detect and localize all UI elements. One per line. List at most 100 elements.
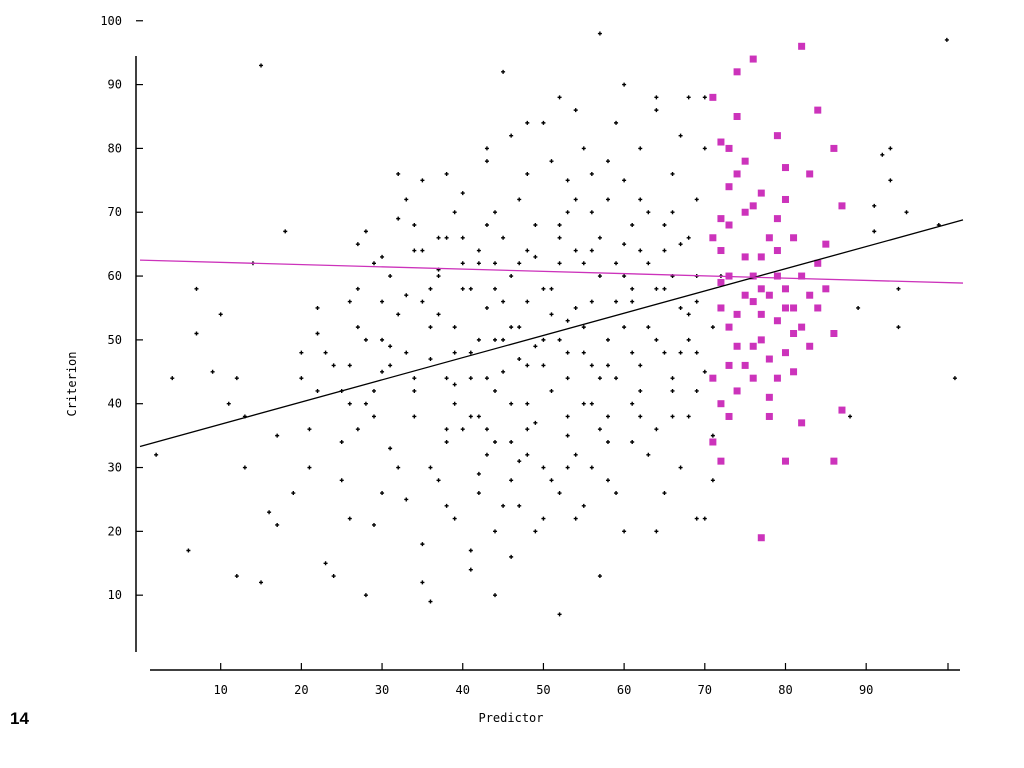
data-point [597, 235, 602, 240]
data-point [710, 433, 715, 438]
selected-data-point [749, 374, 757, 382]
data-point [589, 171, 594, 176]
selected-data-point [781, 164, 789, 172]
selected-data-point [749, 55, 757, 63]
data-point [460, 427, 465, 432]
data-point [662, 491, 667, 496]
data-point [533, 529, 538, 534]
data-point [525, 427, 530, 432]
data-point [493, 210, 498, 215]
selected-data-point [822, 285, 830, 293]
data-point [662, 286, 667, 291]
data-point [533, 223, 538, 227]
data-point [299, 350, 304, 355]
selected-data-point [749, 342, 757, 350]
selected-data-point [709, 93, 717, 101]
data-point [589, 299, 594, 304]
data-point [501, 337, 506, 342]
selected-data-point [709, 374, 717, 382]
data-point [509, 274, 514, 279]
data-point [436, 312, 441, 317]
data-point [557, 261, 562, 266]
data-point [694, 299, 699, 304]
data-point [420, 248, 425, 253]
selected-data-point [757, 285, 765, 293]
data-point [339, 478, 344, 483]
data-point [484, 159, 489, 164]
selected-data-point [733, 170, 741, 178]
selected-data-point [773, 374, 781, 382]
data-point [565, 465, 570, 470]
data-point [605, 440, 610, 444]
selected-data-point [798, 419, 806, 427]
data-point [686, 312, 691, 317]
data-point [581, 503, 586, 508]
data-point [581, 146, 586, 151]
data-point [589, 363, 594, 368]
data-point [622, 242, 627, 247]
data-point [380, 337, 385, 342]
data-point [654, 427, 659, 432]
data-point [541, 363, 546, 368]
data-point [662, 350, 667, 355]
data-point [630, 440, 635, 444]
data-point [872, 229, 877, 234]
selected-data-point [814, 259, 822, 267]
data-point [444, 440, 449, 444]
selected-data-point [717, 215, 725, 223]
x-axis-title: Predictor [478, 711, 543, 725]
data-point [880, 152, 885, 157]
data-point [565, 318, 570, 323]
data-point [573, 516, 578, 521]
data-point [654, 108, 659, 113]
data-point [388, 363, 393, 368]
selected-data-point [765, 234, 773, 242]
data-point [646, 210, 651, 215]
data-point [541, 516, 546, 521]
data-point [460, 286, 465, 291]
data-point [646, 452, 651, 457]
data-point [420, 580, 425, 585]
data-point [565, 210, 570, 215]
selected-data-point [741, 361, 749, 369]
data-point [484, 223, 489, 227]
data-point [380, 299, 385, 304]
data-point [444, 171, 449, 176]
data-point [493, 388, 498, 393]
x-tick-label: 50 [536, 683, 550, 697]
data-point [525, 363, 530, 368]
data-point [573, 305, 578, 310]
data-point [654, 95, 659, 100]
data-point [428, 286, 433, 291]
selected-data-point [830, 330, 838, 337]
data-point [291, 491, 296, 496]
data-point [436, 478, 441, 483]
data-point [363, 337, 368, 342]
data-point [468, 567, 473, 572]
selected-regression-line [139, 259, 964, 284]
data-point [460, 235, 465, 240]
selected-data-point [733, 387, 741, 395]
data-point [565, 350, 570, 355]
data-point [509, 133, 514, 138]
data-point [242, 465, 247, 470]
data-point [605, 159, 610, 164]
selected-data-point [717, 247, 725, 255]
data-point [630, 350, 635, 355]
data-point [347, 299, 352, 304]
data-point [493, 261, 498, 266]
selected-data-point [741, 291, 749, 299]
data-point [517, 459, 522, 464]
y-tick-label: 40 [108, 397, 122, 411]
data-point [371, 414, 376, 419]
data-point [323, 561, 328, 566]
data-point [565, 376, 570, 381]
selected-data-point [781, 457, 789, 465]
selected-data-point [717, 278, 725, 286]
data-point [525, 248, 530, 253]
data-point [662, 248, 667, 253]
data-point [339, 440, 344, 444]
data-point [694, 350, 699, 355]
data-point [283, 229, 288, 234]
data-point [638, 414, 643, 419]
